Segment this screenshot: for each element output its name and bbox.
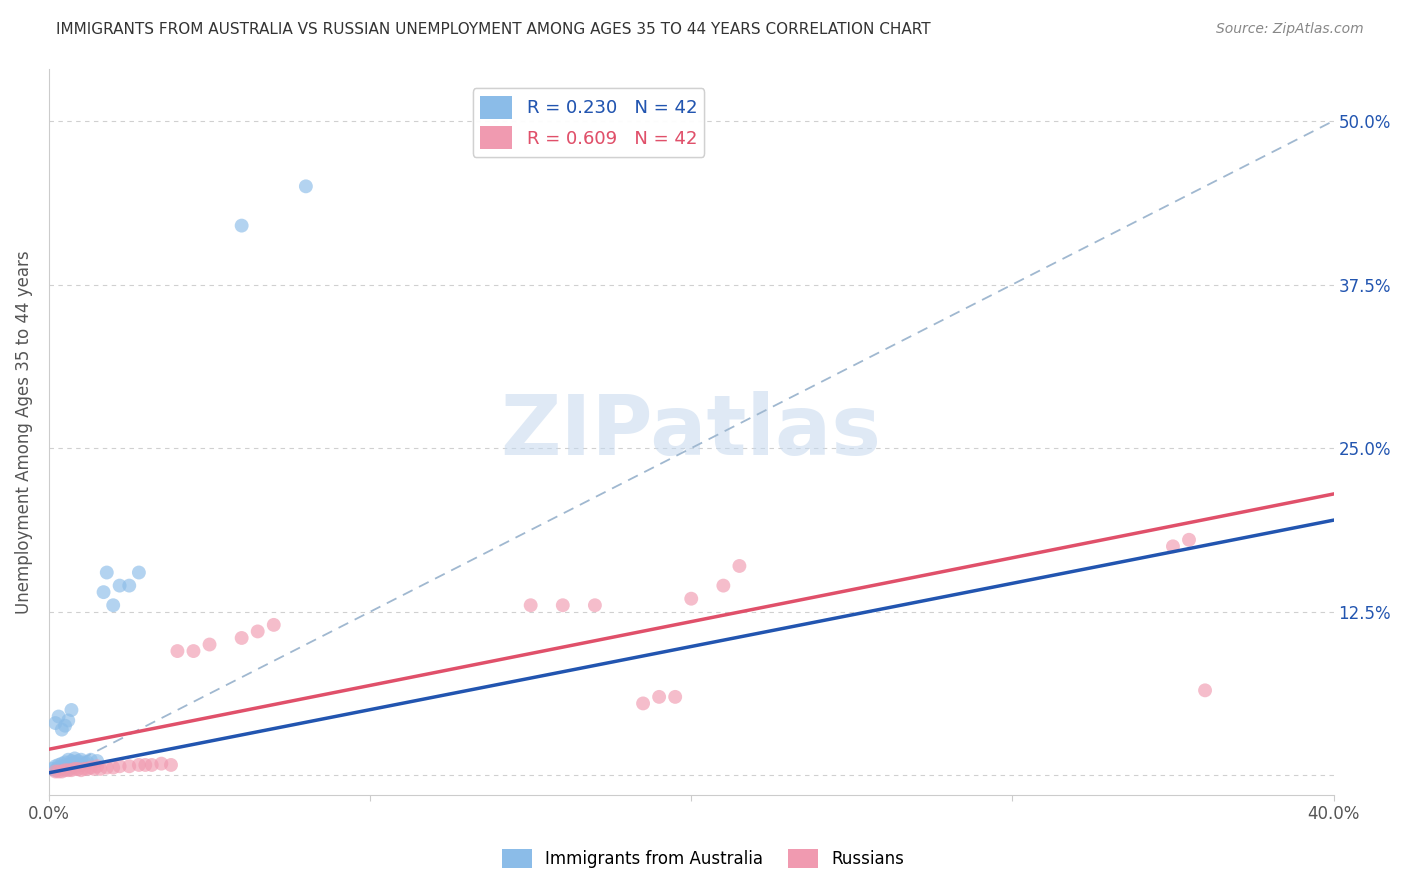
Point [103,599,125,613]
Point [60,703,83,717]
Point [80,753,103,767]
Point [1178,533,1201,547]
Point [86,754,108,768]
Point [53,763,76,777]
Point [664,690,686,704]
Point [73,756,96,770]
Point [70,763,93,777]
Point [66,762,89,776]
Point [63,762,86,776]
Point [89,762,111,776]
Point [58,758,80,772]
Point [48,764,70,779]
Point [53,759,76,773]
Point [141,758,163,772]
Point [108,579,131,593]
Point [1161,539,1184,553]
Point [583,599,606,613]
Point [60,763,83,777]
Point [73,762,96,776]
Point [60,761,83,775]
Point [53,762,76,776]
Point [44,764,66,779]
Point [551,599,574,613]
Point [150,756,173,771]
Point [48,762,70,776]
Point [51,764,73,779]
Point [63,756,86,770]
Point [76,762,98,776]
Point [60,754,83,768]
Point [70,758,93,772]
Text: ZIPatlas: ZIPatlas [501,392,882,472]
Point [51,723,73,737]
Text: IMMIGRANTS FROM AUSTRALIA VS RUSSIAN UNEMPLOYMENT AMONG AGES 35 TO 44 YEARS CORR: IMMIGRANTS FROM AUSTRALIA VS RUSSIAN UNE… [56,22,931,37]
Point [48,709,70,723]
Point [93,585,115,599]
Legend: R = 0.230   N = 42, R = 0.609   N = 42: R = 0.230 N = 42, R = 0.609 N = 42 [472,88,704,156]
Point [86,759,108,773]
Point [83,762,105,776]
Point [519,599,541,613]
Point [51,756,73,771]
Point [48,758,70,772]
Point [63,759,86,773]
Point [198,638,221,652]
Point [118,579,141,593]
Point [160,758,183,772]
Y-axis label: Unemployment Among Ages 35 to 44 years: Unemployment Among Ages 35 to 44 years [15,250,32,614]
Point [58,761,80,775]
Point [66,758,89,772]
Point [48,761,70,775]
Point [53,719,76,733]
Point [41,762,63,776]
Point [108,759,131,773]
Point [103,761,125,775]
Point [128,758,150,772]
Point [58,753,80,767]
Point [63,751,86,765]
Point [183,644,205,658]
Point [96,761,118,775]
Point [70,753,93,767]
Point [51,761,73,775]
Point [134,758,156,772]
Point [246,624,269,639]
Point [648,690,671,704]
Point [1194,683,1216,698]
Point [44,716,66,731]
Point [60,756,83,771]
Point [231,219,253,233]
Point [128,566,150,580]
Point [44,759,66,773]
Point [80,761,103,775]
Point [166,644,188,658]
Point [118,759,141,773]
Point [231,631,253,645]
Point [681,591,703,606]
Point [96,566,118,580]
Point [728,558,751,573]
Point [295,179,318,194]
Point [66,754,89,768]
Text: Source: ZipAtlas.com: Source: ZipAtlas.com [1216,22,1364,37]
Point [76,756,98,770]
Point [58,714,80,728]
Point [58,763,80,777]
Point [631,697,654,711]
Legend: Immigrants from Australia, Russians: Immigrants from Australia, Russians [495,842,911,875]
Point [711,579,734,593]
Point [44,763,66,777]
Point [53,756,76,770]
Point [263,618,285,632]
